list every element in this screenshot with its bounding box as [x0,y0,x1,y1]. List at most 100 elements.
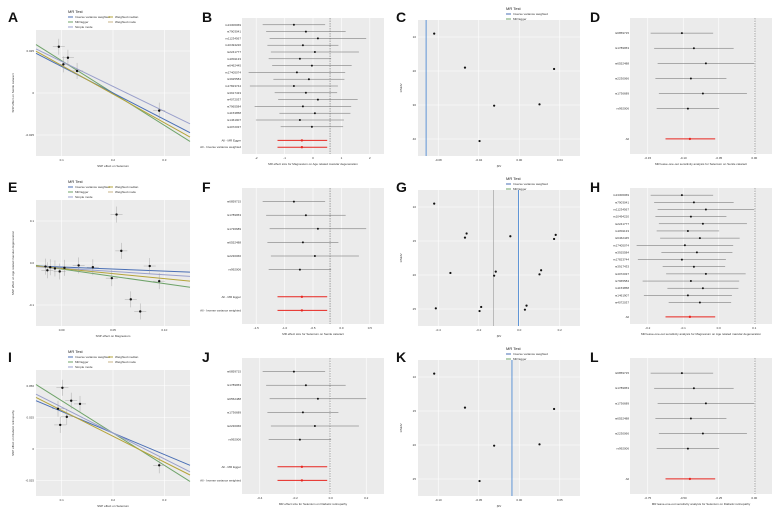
x-tick-label: 0.0 [329,496,334,500]
legend-entry: MR Egger [75,20,89,24]
legend-entry: Weighted mode [115,20,136,24]
funnel-point [463,406,467,409]
x-axis-label: βIV [497,504,502,508]
snp-estimate [298,57,301,60]
legend-entry: MR Egger [75,190,89,194]
x-tick-label: -0.75 [644,496,651,500]
legend-title: MR Test [68,179,83,184]
data-point [61,386,64,389]
x-axis-label: MR effect size for Selenium on Diabetic … [279,502,348,506]
panel-H: H -0.2 -0.1 0.0 0.1 MR leave-one-out sensitiv… [590,179,772,336]
x-tick-label: 0.2 [111,158,116,162]
snp-label: rs2230066 [227,254,242,258]
funnel-point [493,444,496,447]
data-point [158,464,161,467]
snp-estimate [298,119,301,121]
snp-label: rs6859715 [227,200,242,204]
snp-estimate [313,112,316,115]
y-tick-label: 25 [413,307,417,311]
summary-label: All - Inverse variance weighted [200,308,241,312]
snp-label: rs7965584 [227,104,242,108]
funnel-point [493,274,496,277]
y-tick-label: 30 [413,103,417,107]
snp-estimate [301,105,304,108]
y-tick-label: 20 [413,273,417,277]
snp-label: rs3917433 [227,91,242,95]
snp-estimate [304,30,307,33]
legend-entry: Weighted median [115,185,139,189]
snp-estimate [692,387,695,390]
snp-label: rs17405074 [613,243,629,247]
y-tick-label: 0.025 [26,49,34,53]
legend-entry: Weighted median [115,355,139,359]
snp-label: rs4072037 [227,98,242,102]
x-tick-label: 0.10 [161,328,167,332]
x-axis-label: βIV [497,334,502,338]
snp-label: rs10494220 [225,43,241,47]
snp-label: rs3925584 [227,77,242,81]
snp-estimate [698,237,701,240]
snp-estimate [686,107,689,110]
snp-label: rs1153858 [615,286,629,290]
regression-line [35,52,191,134]
data-point [148,264,151,268]
funnel-point [538,273,541,276]
snp-estimate [680,32,683,35]
snp-estimate [316,227,319,230]
funnel-point [554,233,557,236]
x-tick-label: 0.0 [517,328,522,332]
snp-label: rs11234567 [225,36,241,40]
snp-estimate [698,301,701,304]
y-tick-label: 15 [413,409,417,413]
data-point [56,407,60,410]
legend-entry: Weighted mode [115,190,136,194]
panel-label: C [396,9,406,25]
summary-estimate [300,479,304,482]
x-tick-label: 0.04 [557,158,563,162]
snp-label: rs1461907 [615,293,630,297]
snp-label: rs1789953 [227,383,242,387]
snp-label: rs17823744 [225,84,241,88]
x-tick-label: 2 [369,156,371,160]
snp-estimate [313,255,316,257]
snp-label: rs992006 [616,447,629,451]
x-tick-label: 0.0 [717,326,722,330]
snp-label: rs13306069 [225,23,241,27]
snp-estimate [310,64,313,67]
plot-area [418,20,580,156]
y-axis-label: SNP effect on Age related macular degene… [11,231,15,296]
legend-entry: Simple mode [75,25,93,29]
x-tick-label: -0.2 [293,496,299,500]
data-point [53,267,57,270]
x-tick-label: -1.5 [254,326,260,330]
snp-estimate [701,287,704,290]
funnel-point [552,237,556,241]
y-tick-label: 0.025 [26,415,34,419]
data-point [63,266,66,270]
y-tick-label: -0.1 [29,303,35,307]
funnel-point [525,304,528,307]
panel-E: E 0.00 0.05 0.10 0.1 0.0 -0.1 SNP effect on Mag… [8,179,191,338]
legend-title: MR Test [506,176,521,181]
funnel-point [538,443,541,446]
plot-area [418,190,580,326]
snp-estimate [316,98,319,101]
legend-entry: MR Egger [513,187,527,191]
y-axis-label: SNP effect on Senile cataract [11,73,15,112]
y-axis-label: SNP effect on Diabetic retinopathy [11,410,15,456]
regression-line [35,393,191,473]
legend-entry: MR Egger [513,357,527,361]
snp-label: rs6552488 [227,397,242,401]
summary-estimate [300,146,304,149]
panel-J: J -0.4 -0.2 0.0 0.2 MR effect size for Seleni… [200,349,384,506]
data-point [62,63,65,66]
x-tick-label: 0.00 [59,328,65,332]
y-tick-label: 10 [413,205,417,209]
panel-label: K [396,349,406,365]
legend-title: MR Test [68,349,83,354]
funnel-point [465,232,468,235]
funnel-point [463,66,467,69]
snp-label: rs4072037 [227,125,242,129]
snp-label: rs13306069 [613,193,629,197]
